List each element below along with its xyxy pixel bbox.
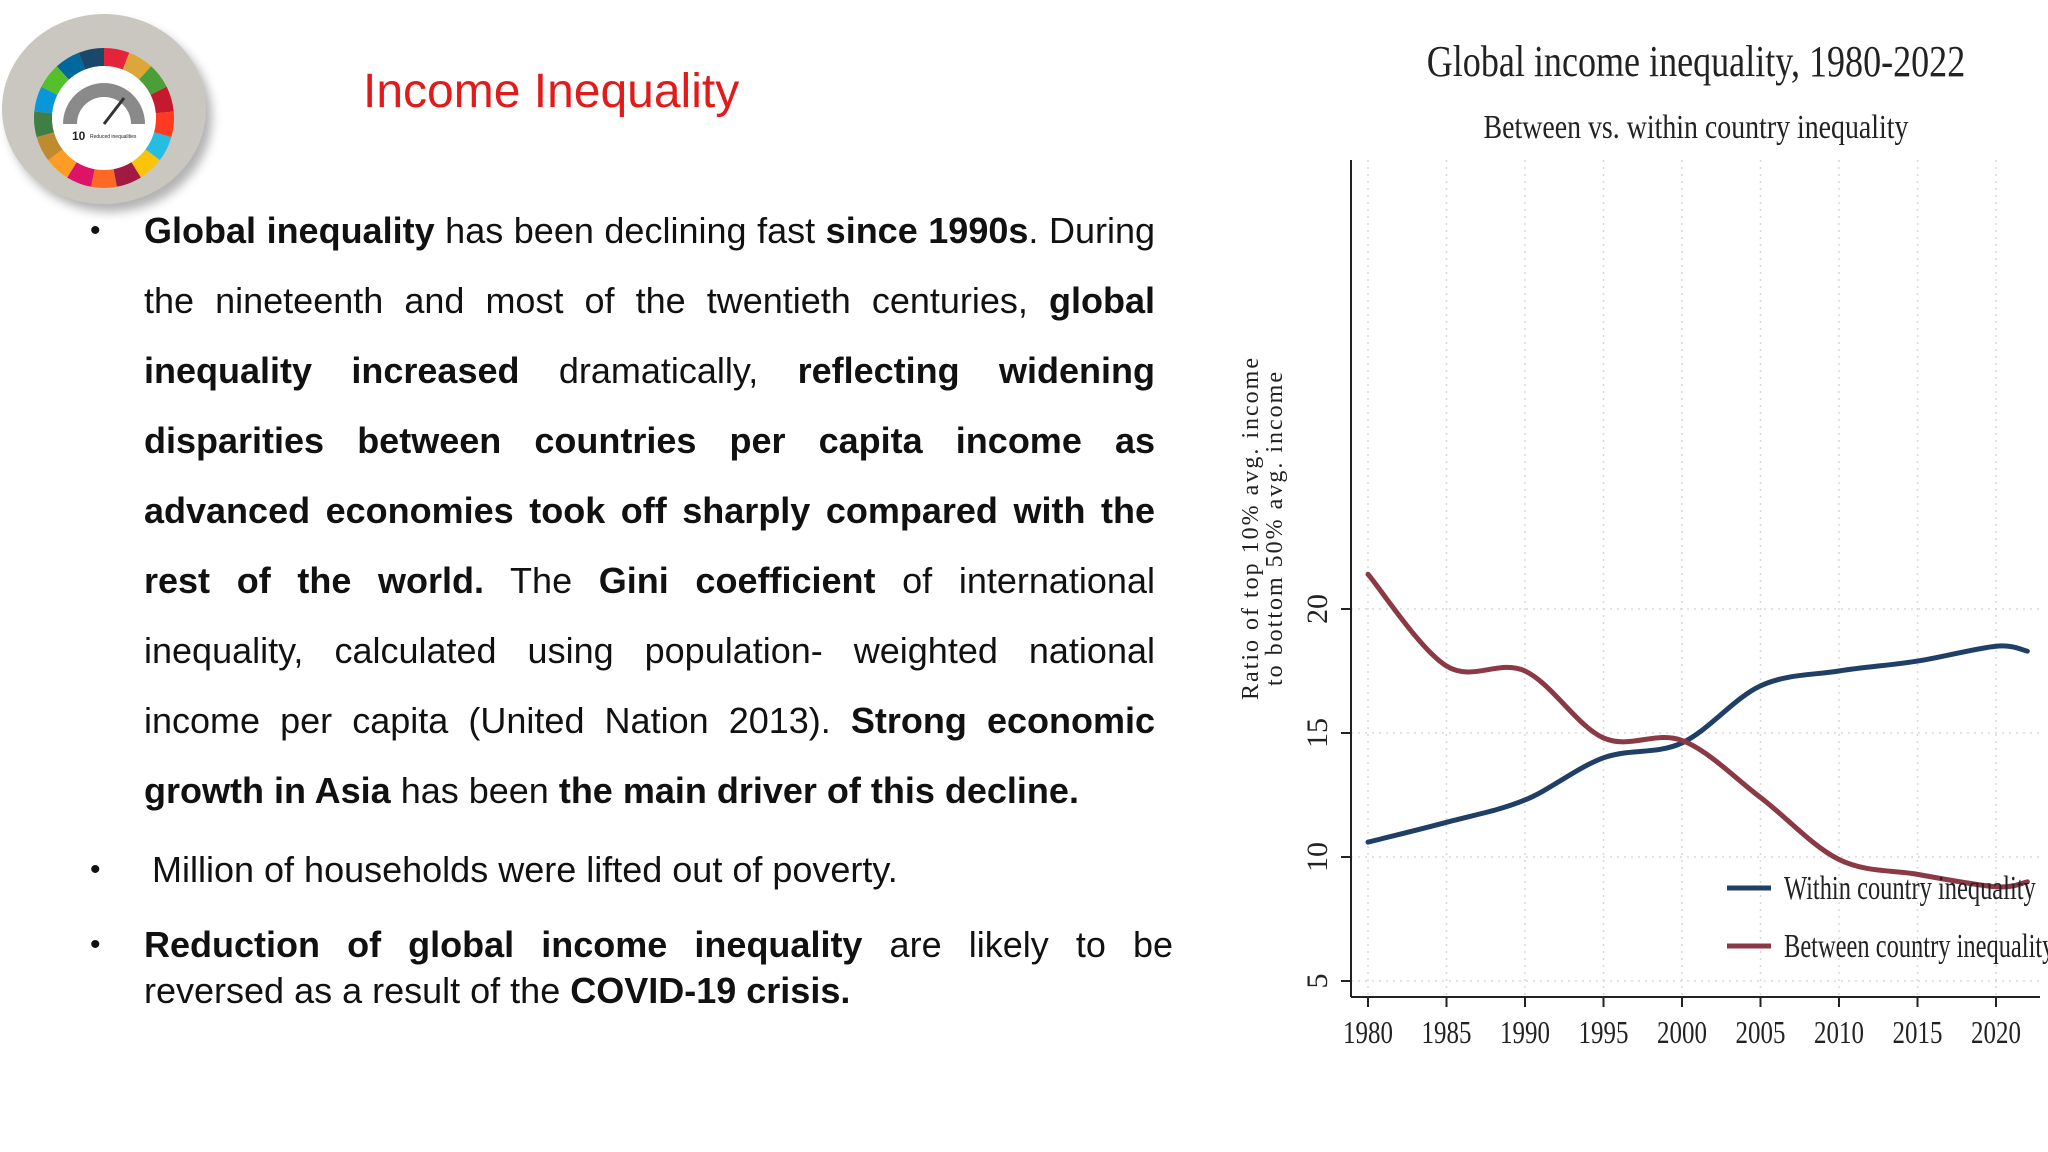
x-tick-label: 1980 — [1343, 1015, 1393, 1051]
logo-wheel-segment — [48, 149, 77, 178]
logo-wheel-segment — [131, 149, 160, 178]
text-segment: Global inequality — [144, 210, 435, 251]
bullet-item-1: • Global inequality has been declining f… — [90, 196, 1155, 826]
chart-subtitle: Between vs. within country inequality — [1484, 107, 1909, 145]
logo-wheel-segment — [150, 86, 174, 114]
logo-wheel-segment — [154, 111, 174, 138]
text-segment: COVID-19 crisis. — [570, 970, 851, 1011]
chart-title: Global income inequality, 1980-2022 — [1427, 37, 1966, 86]
text-segment: Million of households were lifted out of… — [152, 849, 898, 890]
series-line-between-country — [1365, 571, 2030, 890]
text-segment: are likely to be reversed as a result of… — [144, 924, 1173, 1011]
x-tick-label: 2005 — [1736, 1015, 1786, 1051]
x-tick-label: 1990 — [1500, 1015, 1550, 1051]
text-segment: reflecting widening disparities between … — [144, 350, 1155, 601]
text-segment: since 1990s — [825, 210, 1029, 251]
y-axis-label-line-2: to bottom 50% avg. income — [1262, 370, 1288, 686]
text-segment: The — [484, 560, 599, 601]
logo-label-box — [70, 128, 138, 142]
bullet-marker: • — [90, 214, 101, 247]
bullet-text-2: Million of households were lifted out of… — [152, 849, 898, 890]
y-tick-label: 10 — [1301, 842, 1334, 872]
plot-area: 5 10 15 20 1980 1985 1990 1995 2000 2005 2010 2015 2… — [1301, 160, 2048, 1051]
logo-wheel-segment — [91, 169, 117, 189]
logo-wheel-segment — [67, 162, 95, 187]
bullet-item-2: • Million of households were lifted out … — [90, 840, 1190, 900]
text-segment: Strong economic growth in Asia — [144, 700, 1155, 811]
text-segment: of international inequality, calculated … — [144, 560, 1155, 741]
bullet-marker: • — [90, 928, 101, 961]
logo-wheel-segment — [78, 48, 104, 70]
x-tick-label: 2010 — [1814, 1015, 1864, 1051]
logo-wheel-segment — [41, 66, 69, 95]
text-segment: has been declining fast — [434, 210, 826, 251]
logo-wheel-segment — [34, 86, 58, 114]
sdg-wheel-icon: 10 Reduced inequalities — [34, 48, 174, 189]
text-segment: dramatically, — [519, 350, 798, 391]
logo-wheel-segment — [34, 111, 54, 138]
text-segment: global inequality increased — [144, 280, 1155, 391]
text-segment: has been — [390, 770, 559, 811]
gauge-icon — [63, 83, 145, 125]
logo-number: 10 — [72, 129, 86, 143]
bullet-list: • Global inequality has been declining f… — [90, 196, 1190, 1014]
text-segment: Gini coefficient — [598, 560, 876, 601]
logo-center — [52, 66, 156, 170]
y-tick-label: 5 — [1301, 974, 1334, 989]
logo-caption: Reduced inequalities — [90, 134, 137, 140]
logo-wheel-segment — [113, 162, 141, 187]
y-axis-label: Ratio of top 10% avg. income to bottom 5… — [1238, 356, 1288, 700]
logo-wheel-segment — [104, 48, 130, 70]
logo-wheel-segment — [145, 132, 172, 161]
text-segment: Reduction of global income inequality — [144, 924, 863, 965]
text-segment: . During the nineteenth and most of the … — [144, 210, 1156, 321]
bullet-text-1: Global inequality has been declining fas… — [144, 210, 1155, 811]
legend-label: Within country inequality — [1784, 870, 2036, 907]
bullet-marker: • — [90, 853, 101, 886]
bullet-item-3: • Reduction of global income inequality … — [90, 922, 1173, 1014]
bullet-text-3: Reduction of global income inequality ar… — [144, 924, 1173, 1011]
income-inequality-chart: Global income inequality, 1980-2022 Betw… — [1238, 37, 2048, 1051]
logo-wheel-segment — [36, 132, 63, 161]
text-segment: the main driver of this decline. — [558, 770, 1079, 811]
logo-wheel-segment — [56, 52, 86, 80]
series-line-within-country — [1365, 643, 2030, 845]
x-tick-label: 1985 — [1422, 1015, 1472, 1051]
gauge-needle — [102, 97, 126, 125]
x-tick-label: 2015 — [1893, 1015, 1943, 1051]
sdg-10-logo: 10 Reduced inequalities — [2, 14, 206, 204]
x-tick-label: 2000 — [1657, 1015, 1707, 1051]
y-axis-label-line-1: Ratio of top 10% avg. income — [1238, 356, 1264, 700]
logo-wheel-segment — [122, 52, 152, 80]
y-tick-label: 20 — [1301, 594, 1334, 624]
legend-label: Between country inequality — [1784, 928, 2048, 965]
slide-title: Income Inequality — [363, 65, 740, 118]
x-tick-label: 2020 — [1971, 1015, 2021, 1051]
logo-wheel-segment — [139, 66, 167, 95]
y-tick-label: 15 — [1301, 718, 1334, 748]
x-tick-label: 1995 — [1579, 1015, 1629, 1051]
